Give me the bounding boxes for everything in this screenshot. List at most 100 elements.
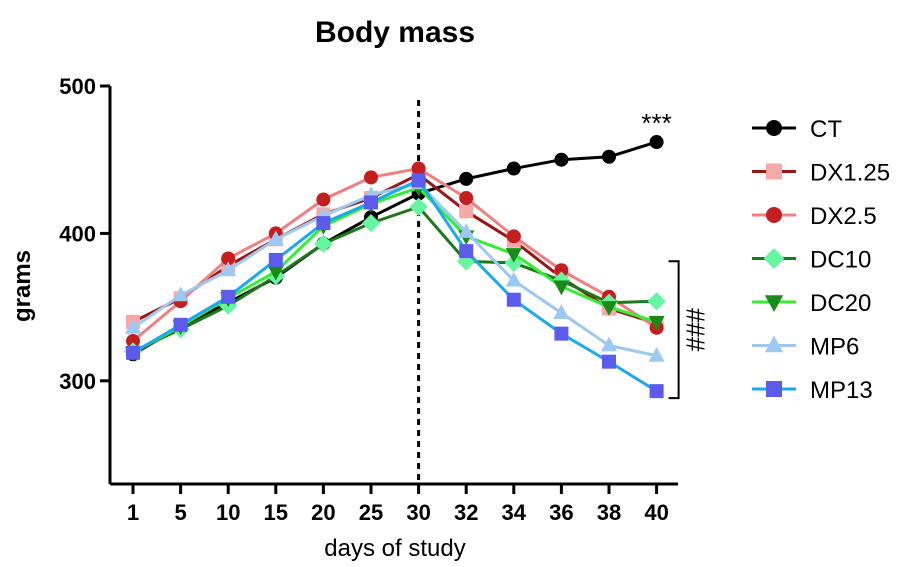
series-line-DX2.5 <box>132 167 658 343</box>
point-MP6-40 <box>648 347 665 362</box>
x-tick-label-36: 36 <box>549 500 573 525</box>
x-tick-label-5: 5 <box>174 500 186 525</box>
point-DC20-15 <box>267 265 284 281</box>
x-tick-label-32: 32 <box>454 500 478 525</box>
point-DX1.25-32 <box>459 204 474 219</box>
legend-item-DC10: DC10 <box>752 247 871 274</box>
point-MP6-34 <box>505 271 522 287</box>
point-DX2.5-32 <box>459 191 474 206</box>
point-MP13-5 <box>173 317 188 332</box>
point-MP6-5 <box>172 286 189 302</box>
series-MP13 <box>126 173 664 399</box>
x-tick-label-34: 34 <box>502 500 527 525</box>
point-MP13-30 <box>411 173 426 188</box>
y-axis-label: grams <box>9 250 36 322</box>
point-DC10-40 <box>647 292 666 311</box>
point-MP13-10 <box>221 289 236 304</box>
point-MP6-36 <box>553 304 570 319</box>
x-tick-label-38: 38 <box>597 500 621 525</box>
legend-marker-DX1.25 <box>766 163 782 180</box>
point-CT-34 <box>506 161 521 176</box>
legend-label-CT: CT <box>810 116 842 143</box>
legend-marker-DX2.5 <box>766 207 782 223</box>
point-DC20-40 <box>648 315 665 331</box>
x-axis-label: days of study <box>324 535 465 562</box>
legend-item-MP13: MP13 <box>752 377 873 404</box>
legend-label-DC20: DC20 <box>810 290 871 317</box>
point-DX2.5-25 <box>364 170 378 185</box>
series-line-MP13 <box>132 178 658 393</box>
legend-marker-MP6 <box>764 335 784 353</box>
annotation-layer: *** ### <box>641 108 711 400</box>
legend-item-DX1.25: DX1.25 <box>752 160 890 187</box>
x-tick-label-30: 30 <box>406 500 430 525</box>
legend-label-DX1.25: DX1.25 <box>810 160 890 187</box>
point-MP13-1 <box>126 345 140 360</box>
x-tick-label-1: 1 <box>127 500 139 525</box>
point-DC10-32 <box>457 252 476 271</box>
point-DX2.5-1 <box>126 334 140 349</box>
point-DC10-25 <box>361 213 381 233</box>
legend-item-DX2.5: DX2.5 <box>752 203 877 230</box>
legend-item-MP6: MP6 <box>752 334 859 361</box>
x-tick-label-15: 15 <box>264 500 288 525</box>
point-MP6-10 <box>220 261 237 277</box>
point-DX2.5-30 <box>411 161 426 176</box>
point-DC20-36 <box>553 280 570 296</box>
point-CT-36 <box>554 152 569 167</box>
point-MP6-38 <box>600 336 618 352</box>
point-DX2.5-20 <box>316 192 331 207</box>
legend-marker-DC10 <box>763 248 785 269</box>
point-MP13-25 <box>364 195 378 210</box>
annotation-significance-bracket: ### <box>681 308 711 352</box>
point-DC20-34 <box>505 248 522 263</box>
series-DX2.5 <box>126 161 664 349</box>
point-CT-40 <box>649 135 664 150</box>
point-DC10-34 <box>504 253 523 272</box>
x-tick-label-10: 10 <box>216 500 240 525</box>
series-line-DC10 <box>132 205 657 353</box>
point-MP13-40 <box>649 384 664 399</box>
y-tick-label-400: 400 <box>59 221 96 246</box>
point-MP13-36 <box>554 326 569 341</box>
point-CT-38 <box>602 149 616 164</box>
point-MP13-34 <box>506 292 521 307</box>
legend: CT DX1.25 DX2.5 DC10 DC20 MP6 MP13 <box>752 116 890 404</box>
x-tick-label-20: 20 <box>311 500 335 525</box>
legend-label-DX2.5: DX2.5 <box>810 203 877 230</box>
legend-marker-DC20 <box>764 295 784 312</box>
y-tick-label-500: 500 <box>59 74 96 99</box>
x-tick-label-25: 25 <box>359 500 383 525</box>
legend-label-MP6: MP6 <box>810 334 859 361</box>
point-MP13-38 <box>602 354 616 369</box>
series-MP6 <box>124 174 665 362</box>
chart-title: Body mass <box>315 16 475 49</box>
legend-label-DC10: DC10 <box>810 247 871 274</box>
point-MP6-1 <box>124 318 142 334</box>
legend-label-MP13: MP13 <box>810 377 873 404</box>
point-DC20-38 <box>600 301 618 316</box>
legend-item-CT: CT <box>752 116 842 143</box>
point-MP6-32 <box>458 223 475 238</box>
x-tick-label-40: 40 <box>644 500 668 525</box>
series-line-MP6 <box>132 181 657 358</box>
point-DX2.5-34 <box>506 229 521 244</box>
legend-item-DC20: DC20 <box>752 290 871 317</box>
y-tick-label-300: 300 <box>59 369 96 394</box>
point-DX2.5-10 <box>221 251 236 266</box>
point-DC10-30 <box>409 197 428 216</box>
point-MP6-15 <box>267 230 284 246</box>
point-CT-32 <box>459 171 474 186</box>
annotation-bracket <box>668 260 680 400</box>
point-DX2.5-36 <box>554 263 569 278</box>
legend-marker-CT <box>766 120 782 136</box>
legend-marker-MP13 <box>766 381 782 397</box>
point-MP13-15 <box>268 252 283 267</box>
point-DC10-20 <box>314 234 333 253</box>
series-layer <box>123 135 666 399</box>
series-line-DC20 <box>132 186 658 355</box>
series-DC20 <box>124 181 665 362</box>
point-MP13-32 <box>459 244 474 259</box>
